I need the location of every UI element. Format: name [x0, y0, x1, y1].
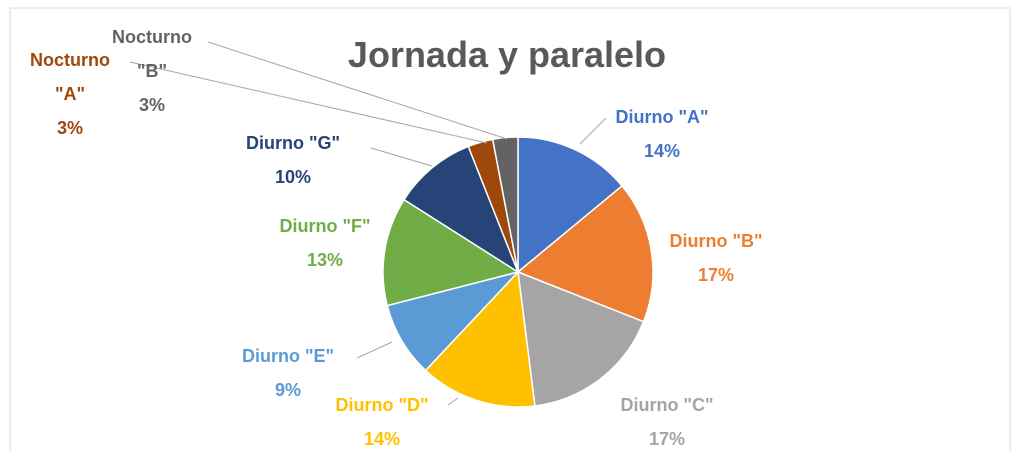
pie-slice	[517, 270, 645, 407]
slice-value-label: 13%	[306, 250, 344, 270]
slice-label: Diurno "C"	[620, 395, 714, 415]
leader-line	[356, 341, 393, 359]
pie-slice	[424, 270, 536, 408]
pie-slice	[517, 136, 624, 274]
slice-label: Diurno "A"	[615, 107, 709, 127]
leader-line	[370, 147, 433, 167]
slice-label: Diurno "G"	[245, 133, 341, 153]
slice-value-label: 3%	[56, 118, 83, 138]
pie-slice	[491, 136, 519, 273]
slice-label: Diurno "B"	[669, 231, 763, 251]
slice-value-label: 14%	[643, 141, 681, 161]
slice-value-label: 14%	[363, 429, 401, 449]
leader-line	[447, 397, 459, 406]
slice-label: Diurno "E"	[241, 346, 335, 366]
slice-value-label: 10%	[274, 167, 312, 187]
chart-frame	[9, 7, 1011, 451]
slice-label: Diurno "D"	[335, 395, 429, 415]
pie-slice	[516, 184, 654, 323]
slice-value-label: 9%	[274, 380, 301, 400]
slice-value-label: 3%	[138, 95, 165, 115]
slice-value-label: 17%	[648, 429, 686, 449]
slice-label: Nocturno "A"	[30, 50, 110, 104]
slice-value-label: 17%	[697, 265, 735, 285]
leader-line	[579, 117, 607, 145]
pie-slice	[382, 198, 520, 307]
leader-line	[207, 41, 508, 140]
leader-line	[129, 61, 488, 144]
slice-label: Nocturno "B"	[112, 27, 192, 81]
pie-slice	[402, 145, 520, 274]
slice-label: Diurno "F"	[279, 216, 371, 236]
chart-title: Jornada y paralelo	[347, 34, 667, 75]
